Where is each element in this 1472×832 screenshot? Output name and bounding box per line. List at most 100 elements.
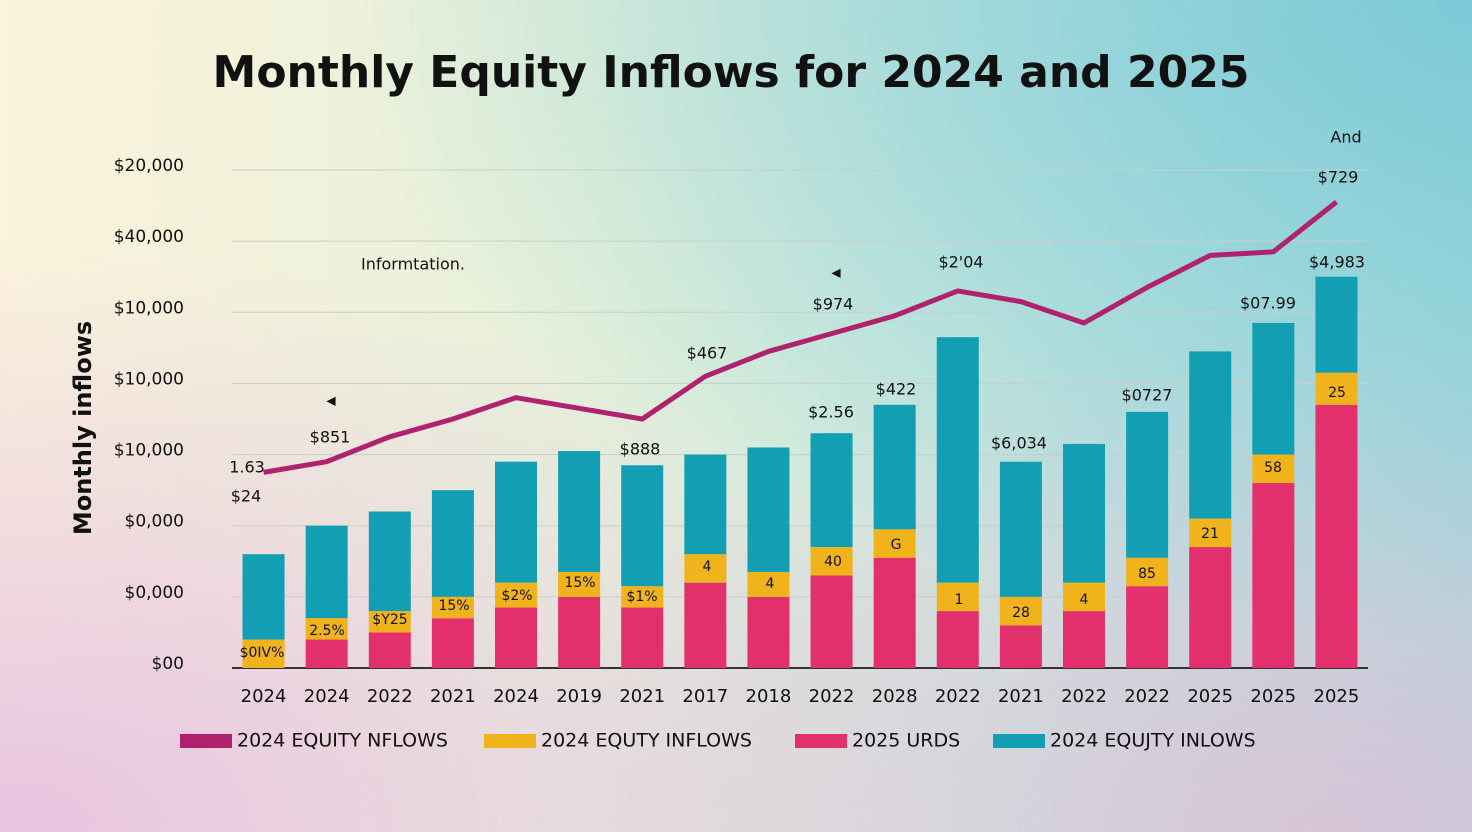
- bar-segment: [558, 571, 601, 597]
- bar-segment: [495, 607, 537, 668]
- segment-label: 2.5%: [309, 623, 345, 639]
- x-tick-label: 2024: [304, 686, 350, 707]
- bar-segment: [495, 461, 537, 583]
- x-tick-label: 2028: [872, 686, 918, 707]
- segment-label: $2%: [501, 588, 532, 604]
- line-series: [263, 200, 1338, 475]
- bar-segment: [305, 525, 348, 619]
- bar-segment: [684, 554, 727, 583]
- annotation: $467: [687, 344, 728, 363]
- chart-title: Monthly Equity Inflows for 2024 and 2025: [213, 47, 1250, 98]
- segment-label: G: [891, 537, 902, 553]
- segment-label: 1: [955, 592, 964, 608]
- bar-segment: [936, 337, 979, 583]
- bar-segment: [1252, 322, 1295, 455]
- bar-segment: [1063, 582, 1105, 612]
- bar-segment: [873, 529, 916, 558]
- annotation: 1.63: [229, 458, 265, 477]
- bar-segment: [242, 639, 285, 668]
- annotation: $851: [310, 428, 351, 447]
- segment-label: 58: [1264, 460, 1282, 476]
- x-tick-label: 2025: [1187, 686, 1233, 707]
- segment-label: 4: [766, 576, 775, 592]
- bar-segment: [621, 607, 664, 668]
- bar-segment: [1126, 411, 1169, 558]
- x-tick-label: 2025: [1314, 686, 1360, 707]
- y-tick-label: $10,000: [114, 369, 184, 389]
- bar-segment: [621, 465, 664, 587]
- y-tick-label: $0,000: [125, 583, 184, 603]
- annotation: $888: [620, 440, 661, 459]
- bar-segment: [368, 511, 411, 612]
- segment-label: 21: [1201, 526, 1219, 542]
- legend-swatch: [993, 734, 1045, 748]
- bar-segment: [1063, 443, 1105, 583]
- bar-segment: [1126, 586, 1169, 668]
- x-tick-label: 2022: [367, 686, 413, 707]
- bar-segment: [431, 618, 474, 668]
- segment-label: 15%: [564, 575, 595, 591]
- x-tick-label: 2022: [809, 686, 855, 707]
- annotation: $729: [1318, 168, 1359, 187]
- legend-label: 2025 URDS: [852, 730, 960, 752]
- legend-swatch: [484, 734, 536, 748]
- legend-label: 2024 EQUJTY INLOWS: [1050, 730, 1256, 752]
- segment-label: $Y25: [372, 612, 407, 628]
- x-tick-label: 2017: [682, 686, 728, 707]
- bar-segment: [936, 582, 979, 612]
- bar-segment: [305, 639, 348, 668]
- bar-segment: [873, 557, 916, 668]
- bar-segment: [1315, 372, 1358, 405]
- segment-label: $1%: [626, 589, 657, 605]
- bar-segment: [1189, 547, 1232, 668]
- bar-segment: [1189, 518, 1232, 548]
- segment-label: 25: [1328, 385, 1346, 401]
- bar-segment: [936, 611, 979, 668]
- bar-segment: [999, 596, 1042, 626]
- bar-segment: [999, 461, 1042, 597]
- segment-label: 28: [1012, 605, 1030, 621]
- y-tick-label: $20,000: [114, 156, 184, 176]
- annotation: And: [1330, 128, 1361, 147]
- bar-segment: [558, 596, 601, 668]
- x-tick-label: 2022: [1124, 686, 1170, 707]
- y-tick-label: $40,000: [114, 227, 184, 247]
- bar-segment: [873, 404, 916, 530]
- segment-label: 15%: [438, 598, 469, 614]
- annotation: Informtation.: [361, 255, 465, 274]
- annotation: $07.99: [1240, 294, 1296, 313]
- legend-swatch: [180, 734, 232, 748]
- y-tick-label: $00: [152, 654, 184, 674]
- annotation: $4,983: [1309, 253, 1365, 272]
- segment-label: $0IV%: [240, 645, 285, 661]
- annotation: $422: [876, 380, 917, 399]
- annotation: $974: [813, 295, 854, 314]
- bar-segment: [242, 554, 285, 640]
- legend-swatch: [795, 734, 847, 748]
- x-tick-label: 2019: [556, 686, 602, 707]
- bar-segment: [747, 447, 790, 572]
- annotation: $24: [231, 487, 262, 506]
- arrow-marker: ◀: [326, 394, 336, 408]
- bar-segment: [305, 618, 348, 640]
- segment-label: 40: [824, 554, 842, 570]
- x-tick-label: 2024: [241, 686, 287, 707]
- annotation: $2'04: [938, 253, 983, 272]
- bar-segment: [810, 547, 853, 576]
- bar-segment: [1126, 557, 1169, 587]
- bar-segment: [431, 490, 474, 597]
- segment-label: 4: [703, 559, 712, 575]
- x-tick-label: 2021: [430, 686, 476, 707]
- bar-segment: [1252, 483, 1295, 668]
- bar-segment: [684, 454, 727, 555]
- y-tick-label: $0,000: [125, 512, 184, 532]
- x-tick-label: 2022: [1061, 686, 1107, 707]
- x-tick-label: 2024: [493, 686, 539, 707]
- bar-segment: [558, 451, 601, 572]
- bar-segment: [495, 582, 537, 608]
- bar-segment: [999, 625, 1042, 668]
- annotation: $6,034: [991, 434, 1047, 453]
- x-tick-label: 2022: [935, 686, 981, 707]
- bar-segment: [431, 596, 474, 619]
